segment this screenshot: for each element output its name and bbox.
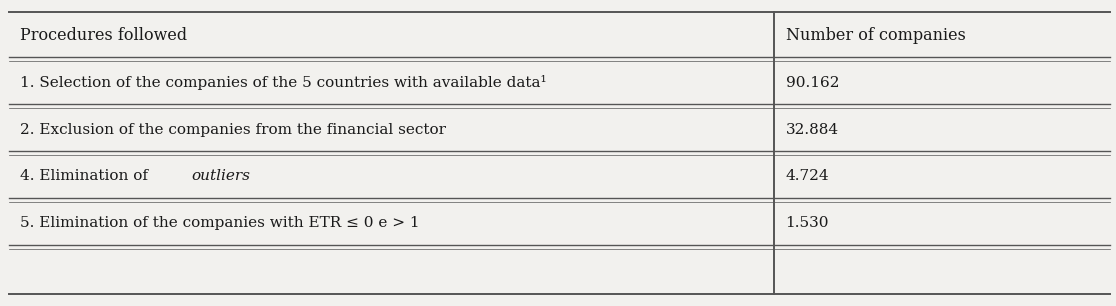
Text: 2. Exclusion of the companies from the financial sector: 2. Exclusion of the companies from the f… — [20, 122, 446, 136]
Text: Procedures followed: Procedures followed — [20, 27, 187, 44]
Text: 4. Elimination of: 4. Elimination of — [20, 170, 153, 184]
Text: Number of companies: Number of companies — [786, 27, 965, 44]
Text: 90.162: 90.162 — [786, 76, 839, 90]
Text: 1.530: 1.530 — [786, 216, 829, 230]
Text: 4.724: 4.724 — [786, 170, 829, 184]
Text: 1. Selection of the companies of the 5 countries with available data¹: 1. Selection of the companies of the 5 c… — [20, 75, 547, 90]
Text: 32.884: 32.884 — [786, 122, 839, 136]
Text: 5. Elimination of the companies with ETR ≤ 0 e > 1: 5. Elimination of the companies with ETR… — [20, 216, 420, 230]
Text: outliers: outliers — [192, 170, 250, 184]
